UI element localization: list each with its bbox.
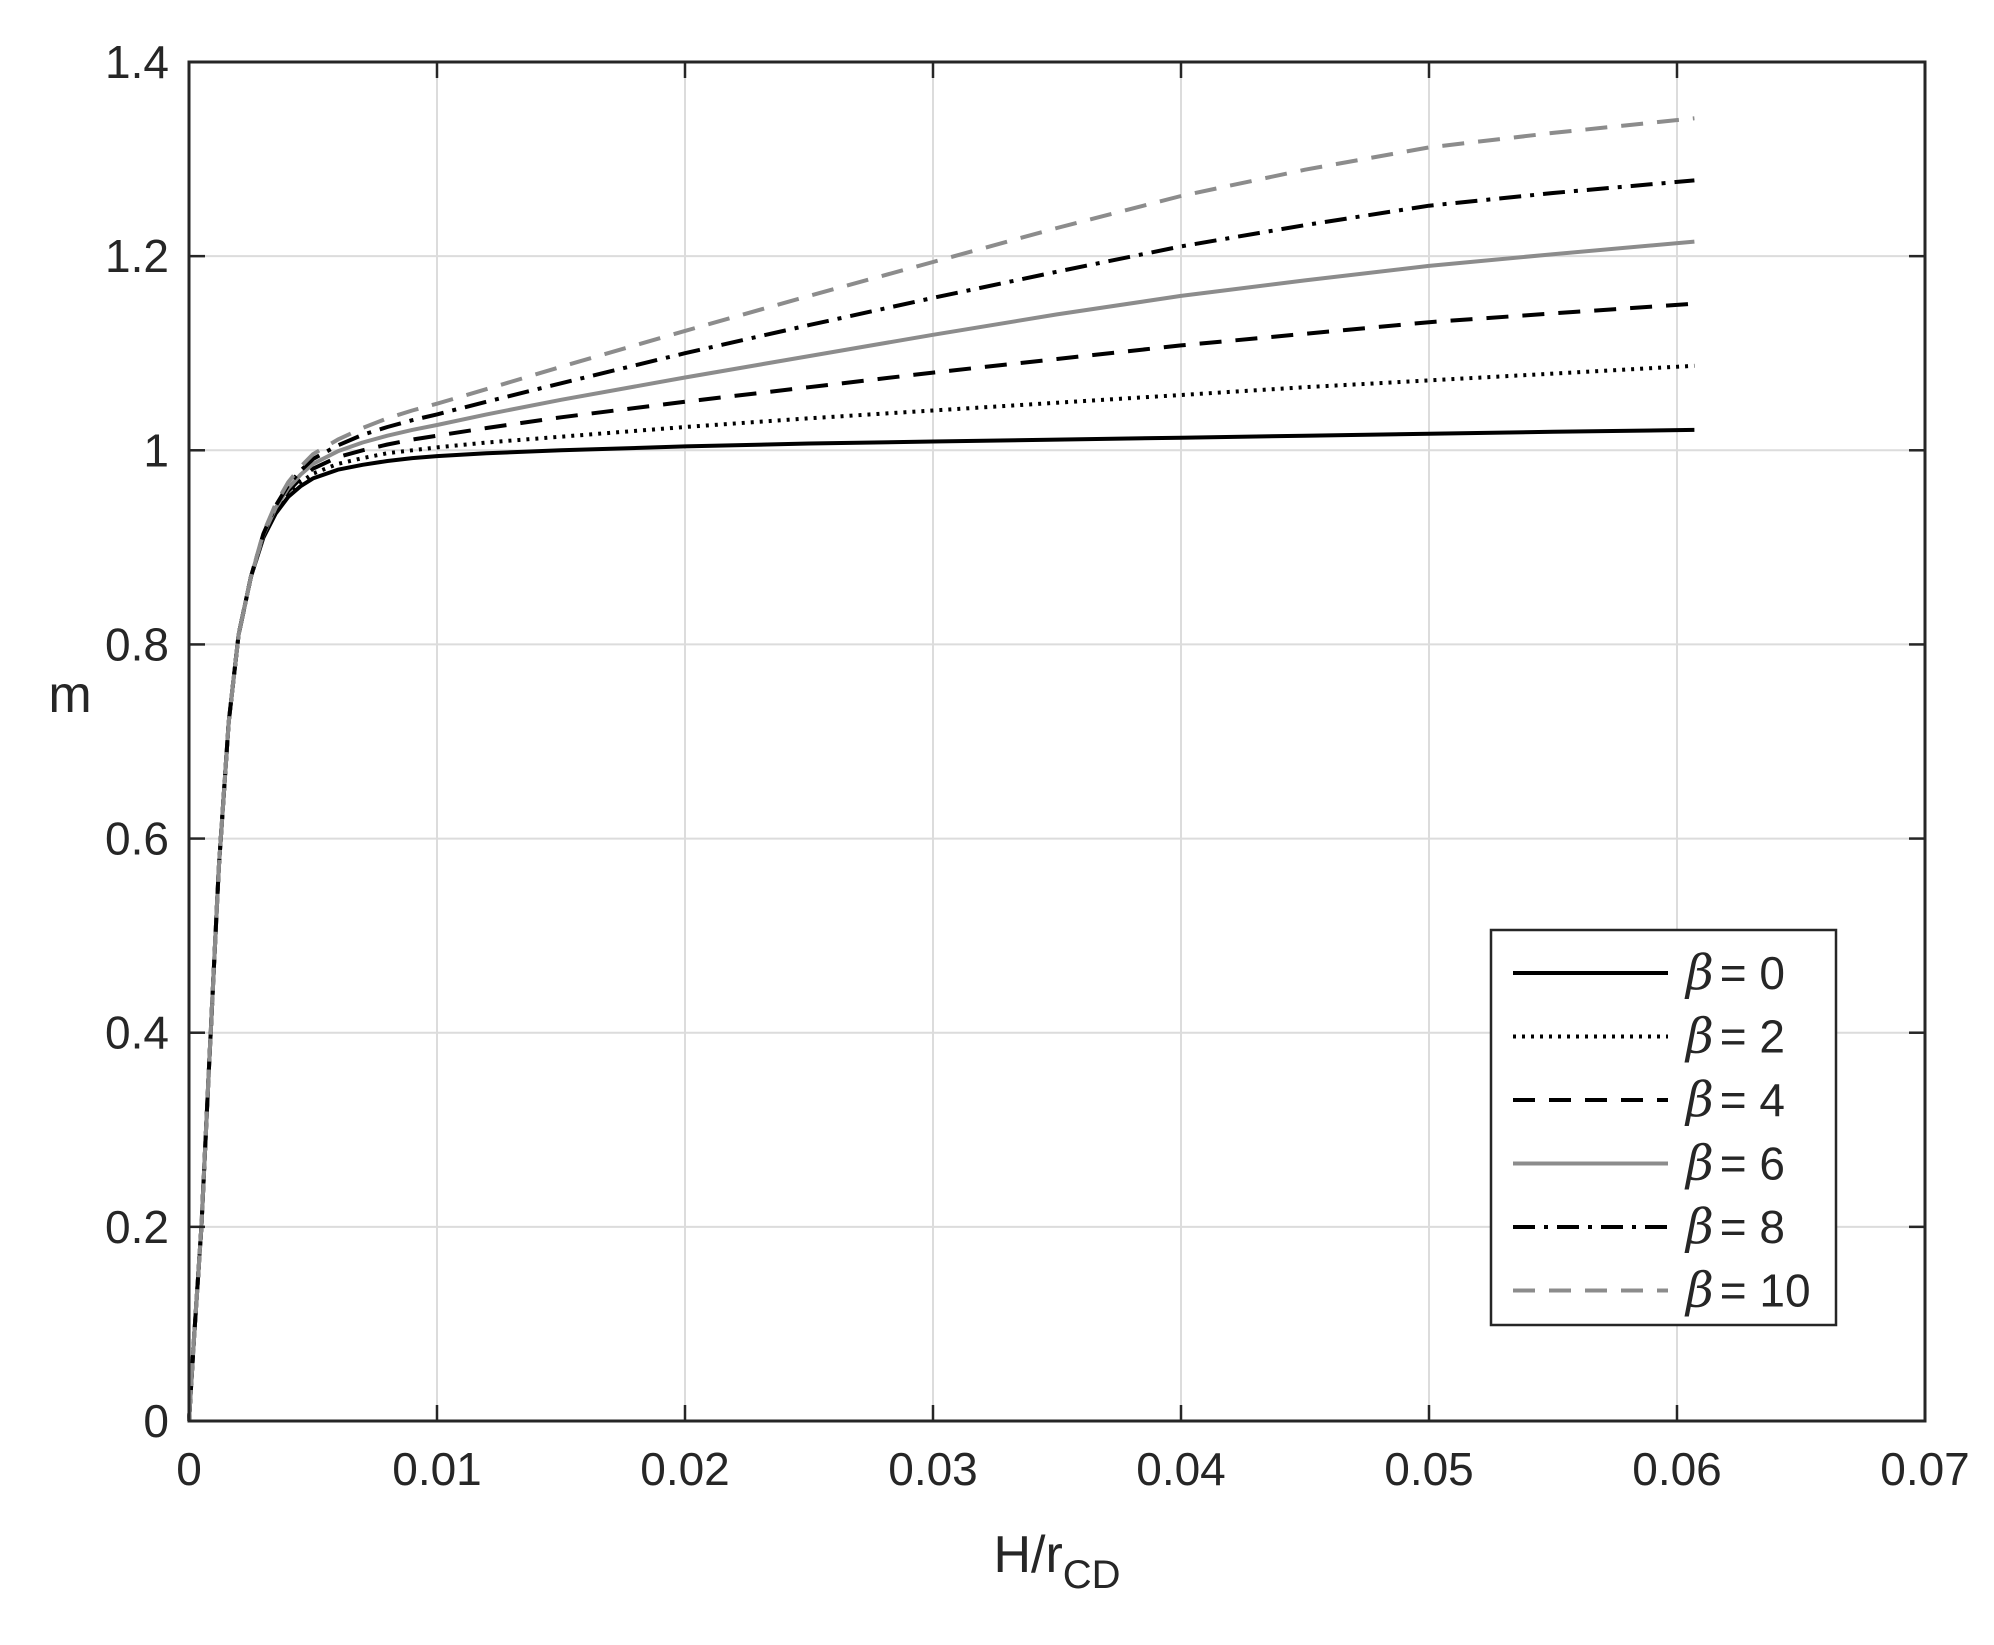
legend-label: β = 8 — [1684, 1199, 1785, 1255]
legend-beta-symbol: β — [1684, 945, 1714, 1001]
x-tick-label: 0.07 — [1880, 1443, 1970, 1495]
legend-value-text: = 0 — [1720, 947, 1785, 999]
legend-value-text: = 10 — [1720, 1265, 1811, 1317]
y-tick-label: 1.4 — [105, 36, 169, 88]
legend-entry: β = 8 — [1513, 1199, 1785, 1255]
legend-beta-symbol: β — [1684, 1199, 1714, 1255]
legend-value-text: = 8 — [1720, 1201, 1785, 1253]
y-tick-label: 1 — [143, 424, 169, 476]
series-line-beta-8 — [187, 178, 1695, 1422]
y-tick-label: 0 — [143, 1395, 169, 1447]
y-tick-label: 0.4 — [105, 1007, 169, 1059]
legend-label: β = 6 — [1684, 1136, 1785, 1192]
x-axis-label-base: H/r — [993, 1526, 1062, 1584]
legend-entry: β = 4 — [1513, 1072, 1785, 1128]
legend-box — [1489, 928, 1838, 1327]
axis-ticks — [187, 60, 1927, 1423]
legend-label: β = 4 — [1684, 1072, 1785, 1128]
legend-beta-symbol: β — [1684, 1009, 1714, 1065]
x-tick-label: 0.04 — [1136, 1443, 1226, 1495]
legend-value-text: = 6 — [1720, 1138, 1785, 1190]
legend-entry: β = 10 — [1513, 1263, 1811, 1319]
y-tick-label: 1.2 — [105, 230, 169, 282]
data-series — [187, 116, 1695, 1422]
x-tick-label: 0.05 — [1384, 1443, 1474, 1495]
y-tick-label: 0.2 — [105, 1201, 169, 1253]
y-axis-label: m — [48, 666, 91, 724]
x-tick-label: 0.02 — [640, 1443, 730, 1495]
legend-value-text: = 4 — [1720, 1074, 1785, 1126]
x-tick-label: 0.01 — [392, 1443, 482, 1495]
y-tick-label: 0.8 — [105, 618, 169, 670]
x-axis-label: H/rCD — [993, 1526, 1120, 1597]
legend-entry: β = 2 — [1513, 1009, 1785, 1065]
legend-beta-symbol: β — [1684, 1263, 1714, 1319]
x-axis-label-subscript: CD — [1063, 1553, 1121, 1597]
legend-label: β = 2 — [1684, 1009, 1785, 1065]
legend-entry: β = 6 — [1513, 1136, 1785, 1192]
legend-beta-symbol: β — [1684, 1136, 1714, 1192]
legend-beta-symbol: β — [1684, 1072, 1714, 1128]
series-line-beta-10 — [187, 116, 1695, 1422]
x-tick-label: 0.06 — [1632, 1443, 1722, 1495]
x-tick-label: 0.03 — [888, 1443, 978, 1495]
axes-box — [187, 60, 1927, 1423]
legend-entry: β = 0 — [1513, 945, 1785, 1001]
legend-entries: β = 0β = 2β = 4β = 6β = 8β = 10 — [1513, 945, 1811, 1319]
legend-label: β = 0 — [1684, 945, 1785, 1001]
tick-labels: 0 0.01 0.02 0.03 0.04 0.05 0.06 0.07 0 0.2 0.4 0.6 0… — [105, 36, 1970, 1495]
x-tick-label: 0 — [176, 1443, 202, 1495]
legend: β = 0β = 2β = 4β = 6β = 8β = 10 — [1489, 928, 1838, 1327]
y-tick-label: 0.6 — [105, 813, 169, 865]
legend-value-text: = 2 — [1720, 1011, 1785, 1063]
legend-label: β = 10 — [1684, 1263, 1811, 1319]
